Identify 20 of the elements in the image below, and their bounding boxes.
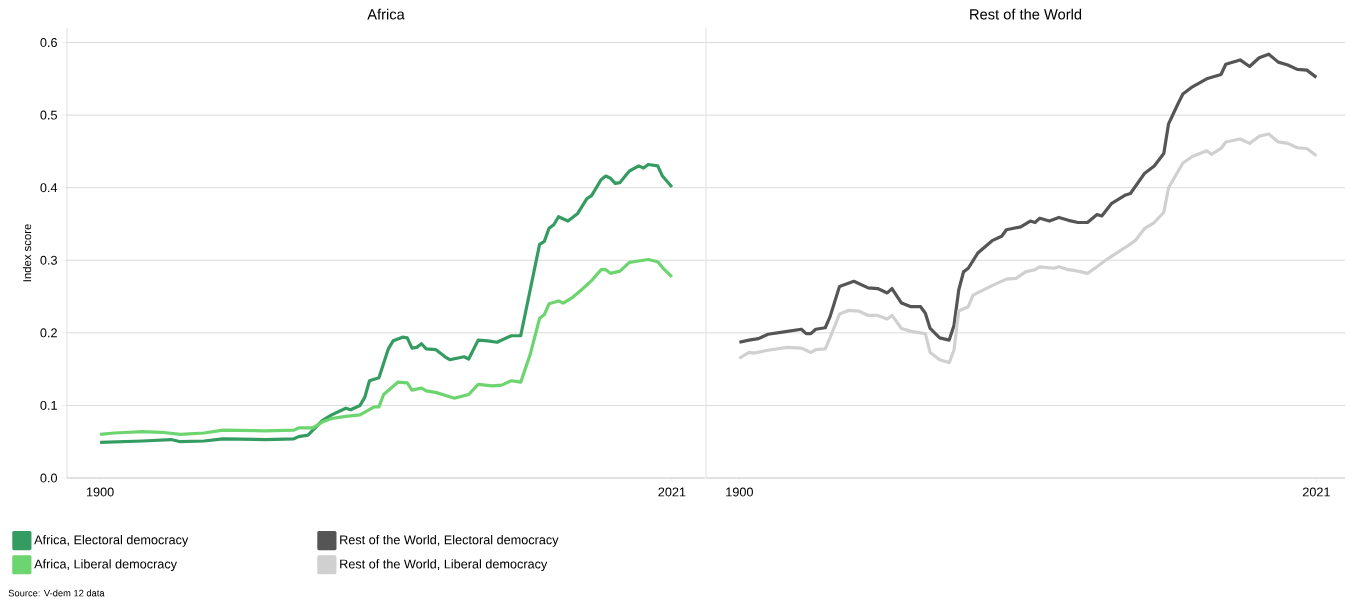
y-tick-label: 0.4 bbox=[40, 183, 58, 193]
chart-title: Africa bbox=[367, 8, 405, 20]
y-tick-label: 0.6 bbox=[40, 38, 57, 48]
y-axis-title: Index score bbox=[22, 224, 32, 282]
source-note: Source: V-dem 12 data bbox=[8, 589, 105, 597]
y-tick-label: 0.3 bbox=[40, 255, 57, 265]
legend-label: Rest of the World, Liberal democracy bbox=[340, 559, 548, 571]
y-tick-label: 0.5 bbox=[40, 110, 57, 120]
y-tick-label: 0.2 bbox=[40, 328, 57, 338]
legend-label: Africa, Electoral democracy bbox=[34, 534, 189, 547]
x-tick-label: 2021 bbox=[1302, 487, 1330, 497]
x-tick-label: 1900 bbox=[86, 487, 114, 497]
legend-label: Rest of the World, Electoral democracy bbox=[340, 534, 559, 547]
x-tick-label: 1900 bbox=[726, 487, 753, 497]
y-tick-label: 0.1 bbox=[40, 400, 57, 410]
line-series bbox=[98, 162, 674, 445]
y-tick-label: 0.0 bbox=[40, 473, 58, 483]
chart-title: Rest of the World bbox=[970, 8, 1082, 20]
legend-label: Africa, Liberal democracy bbox=[34, 559, 177, 571]
x-tick-label: 2021 bbox=[658, 487, 686, 497]
